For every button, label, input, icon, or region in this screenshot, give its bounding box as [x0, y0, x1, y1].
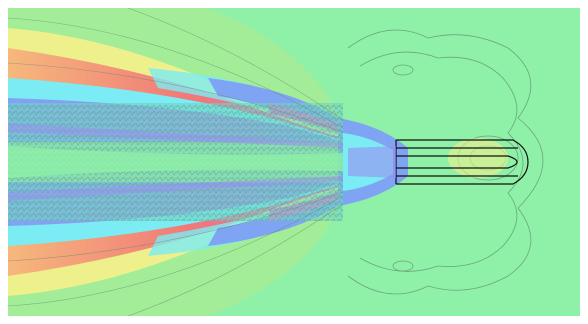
- right-yellow-patch: [448, 138, 508, 178]
- nose-cone: [396, 155, 518, 169]
- outer-cowl: [396, 139, 529, 185]
- turbulent-core: [8, 103, 343, 221]
- wake-contour-lines: [8, 8, 344, 316]
- inlet-lip-shading: [348, 146, 396, 178]
- inlet-body: [395, 139, 529, 185]
- contour-plot-svg: [8, 8, 580, 316]
- contour-plot: [8, 8, 580, 316]
